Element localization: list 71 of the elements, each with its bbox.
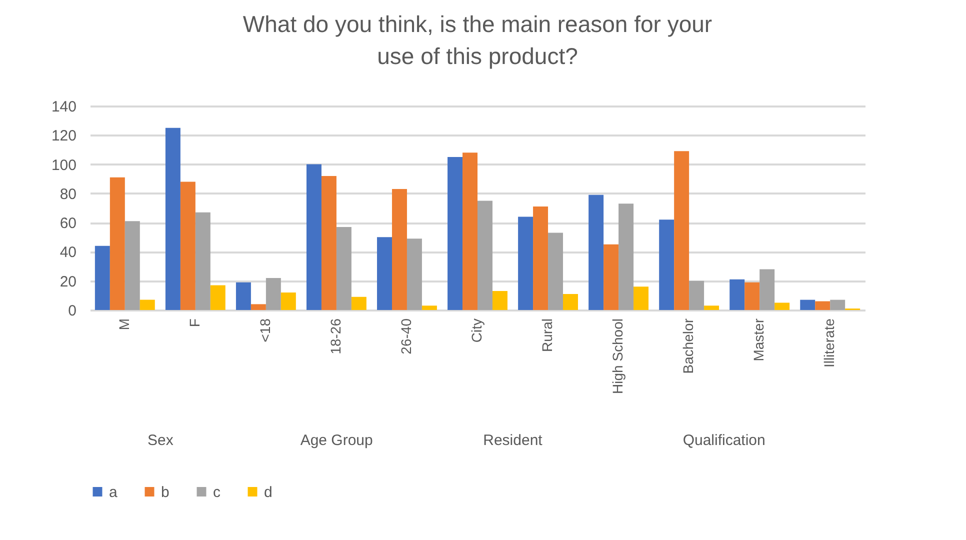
- bar: [689, 280, 704, 310]
- x-tick-label: <18: [256, 318, 273, 342]
- x-tick-label: Rural: [539, 318, 556, 352]
- x-tick-label: F: [186, 318, 202, 328]
- legend-label: d: [264, 484, 272, 501]
- bar: [94, 246, 110, 310]
- bar: [774, 302, 790, 310]
- bar: [377, 237, 392, 310]
- y-tick-label: 20: [60, 273, 76, 290]
- bar: [618, 204, 634, 310]
- x-tick-label: Master: [750, 318, 767, 362]
- x-tick-label: High School: [610, 318, 626, 394]
- chart-title: What do you think, is the main reason for your use of this product?: [242, 11, 712, 69]
- bar: [674, 151, 690, 310]
- text: Age Group: [300, 432, 373, 449]
- bar: [140, 300, 155, 310]
- bar: [744, 282, 760, 310]
- x-tick-label: 26-40: [398, 318, 414, 354]
- text: Sex: [148, 432, 174, 449]
- bar: [321, 176, 336, 310]
- bar: [548, 232, 564, 310]
- text: Qualification: [682, 432, 766, 449]
- bar: [518, 216, 534, 310]
- bar: [704, 306, 720, 310]
- y-tick-label: 0: [68, 302, 76, 320]
- bar: [492, 291, 508, 310]
- x-tick-label: 18-26: [327, 318, 344, 354]
- bar: [588, 194, 604, 310]
- bar: [760, 269, 775, 310]
- bar: [195, 212, 210, 310]
- y-tick-label: 120: [51, 128, 76, 145]
- bar: [306, 164, 322, 310]
- bar: [830, 300, 846, 310]
- bar: [730, 279, 745, 310]
- bar: [210, 285, 226, 310]
- bar: [604, 244, 619, 310]
- bar: [180, 182, 196, 310]
- x-tick-label: Bachelor: [680, 318, 696, 374]
- bar: [406, 238, 422, 310]
- bar: [266, 278, 281, 310]
- legend-label: c: [213, 484, 221, 501]
- bar: [448, 157, 463, 310]
- bar: [800, 300, 816, 310]
- bar: [165, 128, 180, 310]
- bar: [124, 221, 140, 310]
- text: Resident: [483, 432, 544, 449]
- bar: [392, 189, 407, 310]
- bar: [236, 282, 251, 310]
- bar: [815, 301, 830, 310]
- bar: [462, 152, 478, 310]
- y-tick-label: 60: [60, 215, 76, 232]
- bar: [563, 294, 578, 310]
- y-tick-label: 100: [51, 156, 76, 174]
- x-tick-label: M: [116, 318, 132, 330]
- y-tick-label: 40: [60, 244, 76, 262]
- legend-label: b: [161, 484, 170, 501]
- y-tick-label: 140: [51, 98, 76, 116]
- x-tick-label: City: [468, 318, 484, 343]
- bar: [280, 292, 296, 310]
- bar: [336, 226, 352, 310]
- bar: [478, 200, 492, 310]
- bar: [533, 206, 548, 310]
- bar: [659, 220, 674, 310]
- bar: [634, 286, 649, 310]
- y-tick-label: 80: [60, 186, 76, 203]
- legend-label: a: [109, 484, 118, 501]
- bar: [110, 177, 125, 310]
- x-tick-label: Illiterate: [821, 318, 838, 368]
- bar: [422, 306, 437, 310]
- bar: [351, 296, 366, 310]
- bar: [250, 304, 266, 310]
